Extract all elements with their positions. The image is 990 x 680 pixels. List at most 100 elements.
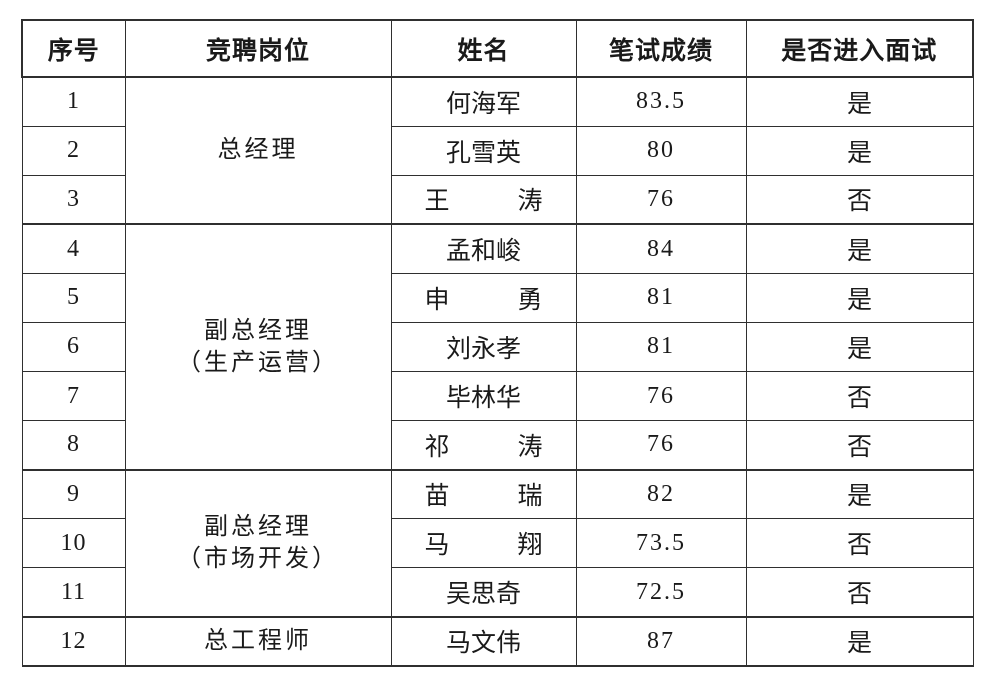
column-header-name: 姓名 bbox=[390, 19, 577, 78]
cell-interview-eligibility: 否 bbox=[745, 174, 974, 225]
job-position-line-1: 副总经理 bbox=[204, 317, 312, 344]
cell-candidate-name: 马文伟 bbox=[390, 615, 577, 668]
cell-written-exam-score: 80 bbox=[575, 125, 747, 176]
name-char: 祁 bbox=[424, 433, 450, 461]
cell-job-position: 副总经理 （市场开发） bbox=[124, 468, 392, 618]
cell-written-exam-score: 87 bbox=[575, 615, 747, 668]
name-char: 王 bbox=[424, 188, 450, 216]
table-row: 9 副总经理 （市场开发）苗瑞 82 是 bbox=[21, 468, 974, 618]
job-position-line-2: （生产运营） bbox=[177, 349, 339, 376]
job-position-line-1: 总经理 bbox=[217, 137, 299, 164]
cell-candidate-name: 何海军 bbox=[390, 75, 577, 127]
cell-written-exam-score: 83.5 bbox=[575, 75, 747, 127]
cell-written-exam-score: 82 bbox=[575, 468, 747, 520]
cell-interview-eligibility: 否 bbox=[745, 420, 974, 471]
cell-written-exam-score: 81 bbox=[575, 272, 747, 323]
candidate-name-text: 刘永孝 bbox=[445, 335, 521, 363]
cell-written-exam-score: 76 bbox=[575, 370, 747, 422]
cell-interview-eligibility: 是 bbox=[745, 125, 974, 176]
cell-sequence-number: 2 bbox=[21, 125, 126, 176]
column-header-seq: 序号 bbox=[21, 19, 126, 78]
cell-sequence-number: 11 bbox=[21, 567, 126, 618]
cell-written-exam-score: 76 bbox=[575, 174, 747, 225]
name-char: 涛 bbox=[517, 188, 543, 216]
candidate-name-text: 吴思奇 bbox=[445, 581, 521, 609]
cell-job-position: 总工程师 bbox=[124, 615, 392, 668]
name-char: 涛 bbox=[517, 433, 543, 461]
candidate-name-text: 王涛 bbox=[425, 181, 543, 217]
column-header-score: 笔试成绩 bbox=[575, 19, 747, 78]
written-exam-results-table: 序号 竞聘岗位 姓名 笔试成绩 是否进入面试 1 总经理 何海军 83.5 是 2 孔雪英 8… bbox=[21, 19, 974, 668]
candidate-name-text: 何海军 bbox=[445, 90, 521, 118]
cell-interview-eligibility: 是 bbox=[745, 75, 974, 127]
cell-candidate-name: 孟和峻 bbox=[390, 223, 577, 274]
table-row: 2 孔雪英 80 是 bbox=[21, 125, 974, 176]
cell-sequence-number: 10 bbox=[21, 518, 126, 569]
cell-interview-eligibility: 是 bbox=[745, 272, 974, 323]
cell-job-position: 副总经理 （生产运营） bbox=[124, 223, 392, 471]
cell-interview-eligibility: 是 bbox=[745, 321, 974, 372]
cell-candidate-name: 刘永孝 bbox=[390, 321, 577, 372]
cell-sequence-number: 6 bbox=[21, 321, 126, 372]
table-row: 3 王涛 76 否 bbox=[21, 174, 974, 225]
table-row: 1 总经理 何海军 83.5 是 bbox=[21, 75, 974, 225]
candidate-name-text: 祁涛 bbox=[425, 427, 543, 463]
candidate-name-text: 马文伟 bbox=[445, 630, 521, 658]
cell-written-exam-score: 73.5 bbox=[575, 518, 747, 569]
cell-candidate-name: 苗瑞 bbox=[390, 468, 577, 520]
cell-candidate-name: 祁涛 bbox=[390, 420, 577, 471]
job-position-line-1: 副总经理 bbox=[204, 513, 312, 540]
table-header-row: 序号 竞聘岗位 姓名 笔试成绩 是否进入面试 bbox=[21, 19, 974, 78]
name-char: 申 bbox=[424, 286, 450, 314]
table-row: 8 祁涛 76 否 bbox=[21, 420, 974, 471]
cell-candidate-name: 王涛 bbox=[390, 174, 577, 225]
cell-sequence-number: 8 bbox=[21, 420, 126, 471]
cell-sequence-number: 12 bbox=[21, 615, 126, 668]
candidate-name-text: 苗瑞 bbox=[425, 476, 543, 512]
cell-candidate-name: 毕林华 bbox=[390, 370, 577, 422]
table-row: 4 副总经理 （生产运营） 孟和峻 84 是 bbox=[21, 223, 974, 471]
table-header: 序号 竞聘岗位 姓名 笔试成绩 是否进入面试 bbox=[21, 19, 974, 78]
name-char: 翔 bbox=[517, 532, 543, 560]
table-row: 6 刘永孝 81 是 bbox=[21, 321, 974, 372]
cell-interview-eligibility: 是 bbox=[745, 223, 974, 274]
name-char: 瑞 bbox=[517, 483, 543, 511]
results-table-sheet: 序号 竞聘岗位 姓名 笔试成绩 是否进入面试 1 总经理 何海军 83.5 是 2 孔雪英 8… bbox=[21, 19, 974, 668]
name-char: 苗 bbox=[424, 483, 450, 511]
candidate-name-text: 孟和峻 bbox=[445, 238, 521, 266]
column-header-pass: 是否进入面试 bbox=[745, 19, 974, 78]
cell-sequence-number: 9 bbox=[21, 468, 126, 520]
cell-interview-eligibility: 是 bbox=[745, 468, 974, 520]
cell-written-exam-score: 76 bbox=[575, 420, 747, 471]
cell-interview-eligibility: 否 bbox=[745, 370, 974, 422]
cell-sequence-number: 7 bbox=[21, 370, 126, 422]
cell-written-exam-score: 72.5 bbox=[575, 567, 747, 618]
cell-interview-eligibility: 是 bbox=[745, 615, 974, 668]
table-row: 7 毕林华 76 否 bbox=[21, 370, 974, 422]
cell-candidate-name: 马翔 bbox=[390, 518, 577, 569]
table-row: 12 总工程师 马文伟 87 是 bbox=[21, 615, 974, 668]
candidate-name-text: 马翔 bbox=[425, 525, 543, 561]
cell-job-position: 总经理 bbox=[124, 75, 392, 225]
name-char: 马 bbox=[424, 532, 450, 560]
cell-interview-eligibility: 否 bbox=[745, 518, 974, 569]
candidate-name-text: 毕林华 bbox=[445, 385, 521, 412]
candidate-name-text: 孔雪英 bbox=[445, 139, 521, 167]
cell-sequence-number: 4 bbox=[21, 223, 126, 274]
cell-interview-eligibility: 否 bbox=[745, 567, 974, 618]
cell-sequence-number: 5 bbox=[21, 272, 126, 323]
cell-sequence-number: 1 bbox=[21, 75, 126, 127]
cell-candidate-name: 申勇 bbox=[390, 272, 577, 323]
cell-candidate-name: 吴思奇 bbox=[390, 567, 577, 618]
candidate-name-text: 申勇 bbox=[425, 280, 543, 316]
table-body: 1 总经理 何海军 83.5 是 2 孔雪英 80 是 3 王涛 76 否 4 副总经理 （生产运营） 孟和峻 8… bbox=[21, 75, 974, 668]
job-position-line-1: 总工程师 bbox=[204, 628, 312, 655]
cell-candidate-name: 孔雪英 bbox=[390, 125, 577, 176]
table-row: 5 申勇 81 是 bbox=[21, 272, 974, 323]
name-char: 勇 bbox=[517, 286, 543, 314]
cell-written-exam-score: 84 bbox=[575, 223, 747, 274]
column-header-post: 竞聘岗位 bbox=[124, 19, 392, 78]
table-row: 11 吴思奇 72.5 否 bbox=[21, 567, 974, 618]
cell-written-exam-score: 81 bbox=[575, 321, 747, 372]
cell-sequence-number: 3 bbox=[21, 174, 126, 225]
